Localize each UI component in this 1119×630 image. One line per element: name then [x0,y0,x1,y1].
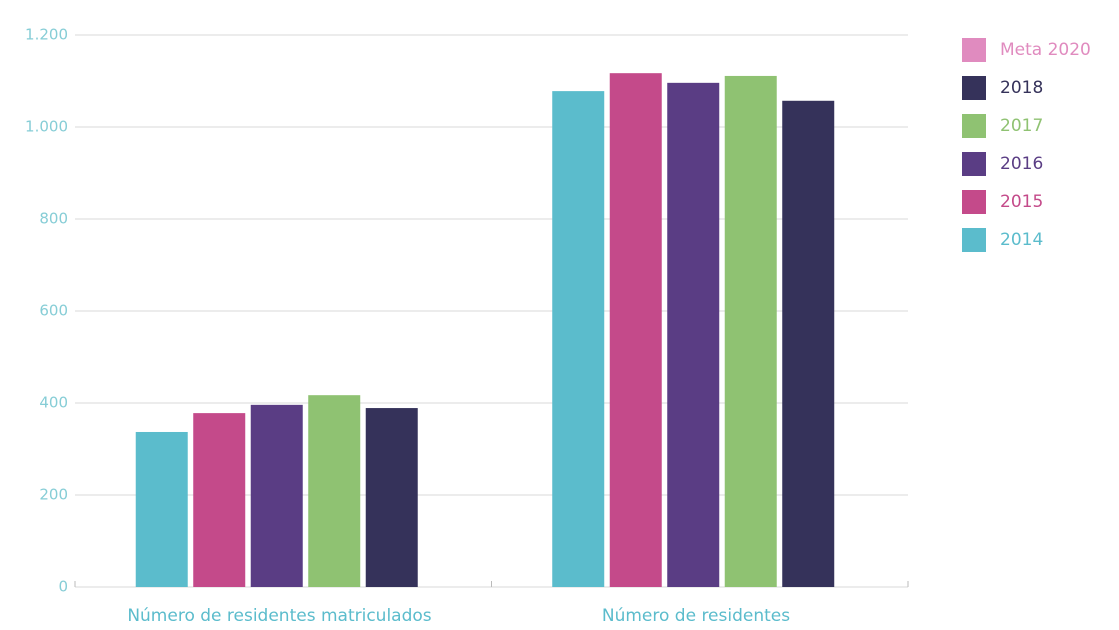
x-tick-label: Número de residentes matriculados [127,606,431,626]
legend-label: 2017 [1000,116,1043,136]
bar [667,82,720,587]
bar [250,404,303,587]
bar [724,75,777,587]
y-tick-label: 600 [39,302,68,320]
bar [365,408,418,587]
legend-swatch [962,228,986,252]
legend-swatch [962,76,986,100]
bar [193,413,246,587]
legend-swatch [962,190,986,214]
legend-swatch [962,152,986,176]
legend-label: Meta 2020 [1000,40,1091,60]
legend-label: 2016 [1000,154,1043,174]
bar [782,100,835,587]
bar [609,73,662,588]
bar [135,431,188,587]
y-tick-label: 400 [39,394,68,412]
y-tick-label: 1.000 [25,118,68,136]
y-tick-label: 0 [58,578,68,596]
legend-label: 2015 [1000,192,1043,212]
y-tick-label: 1.200 [25,26,68,44]
legend-label: 2018 [1000,78,1043,98]
legend-swatch [962,114,986,138]
legend-label: 2014 [1000,230,1043,250]
bar [308,395,361,587]
y-tick-label: 800 [39,210,68,228]
legend-swatch [962,38,986,62]
bar [552,91,605,588]
y-tick-label: 200 [39,486,68,504]
x-tick-label: Número de residentes [602,606,790,626]
